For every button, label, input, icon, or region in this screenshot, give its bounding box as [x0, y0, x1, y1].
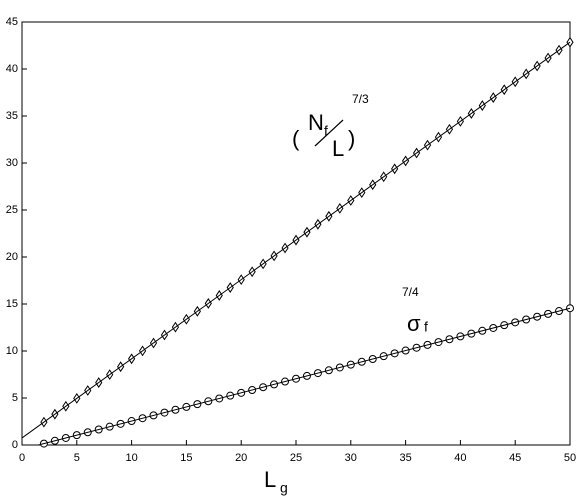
annotation: ) — [348, 126, 355, 151]
annotation: 7/3 — [352, 92, 369, 106]
y-tick-label: 35 — [6, 110, 18, 122]
y-tick-label: 25 — [6, 204, 18, 216]
y-tick-label: 0 — [12, 439, 18, 451]
y-tick-label: 10 — [6, 345, 18, 357]
x-tick-label: 5 — [74, 452, 80, 464]
y-tick-label: 15 — [6, 298, 18, 310]
annotation: 7/4 — [402, 285, 419, 299]
x-tick-label: 25 — [290, 452, 302, 464]
fraction-slash — [314, 119, 344, 147]
x-tick-label: 35 — [399, 452, 411, 464]
y-tick-label: 30 — [6, 157, 18, 169]
annotation: f — [424, 319, 428, 335]
y-tick-label: 40 — [6, 63, 18, 75]
x-tick-label: 10 — [125, 452, 137, 464]
x-tick-label: 20 — [235, 452, 247, 464]
y-tick-label: 20 — [6, 251, 18, 263]
annotation: σ — [407, 311, 421, 336]
annotation: N — [308, 110, 324, 135]
x-tick-label: 50 — [564, 452, 576, 464]
fit-line — [21, 41, 571, 439]
annotation: f — [324, 123, 328, 139]
fit-line — [38, 307, 571, 446]
annotation: ( — [292, 126, 300, 151]
x-tick-label: 0 — [19, 452, 25, 464]
x-axis-label-sub: g — [280, 480, 288, 496]
annotation: L — [332, 136, 344, 161]
x-tick-label: 30 — [345, 452, 357, 464]
x-tick-label: 15 — [180, 452, 192, 464]
x-axis-label: L — [264, 467, 276, 492]
y-tick-label: 45 — [6, 16, 18, 28]
x-tick-label: 40 — [454, 452, 466, 464]
y-tick-label: 5 — [12, 392, 18, 404]
x-tick-label: 45 — [509, 452, 521, 464]
